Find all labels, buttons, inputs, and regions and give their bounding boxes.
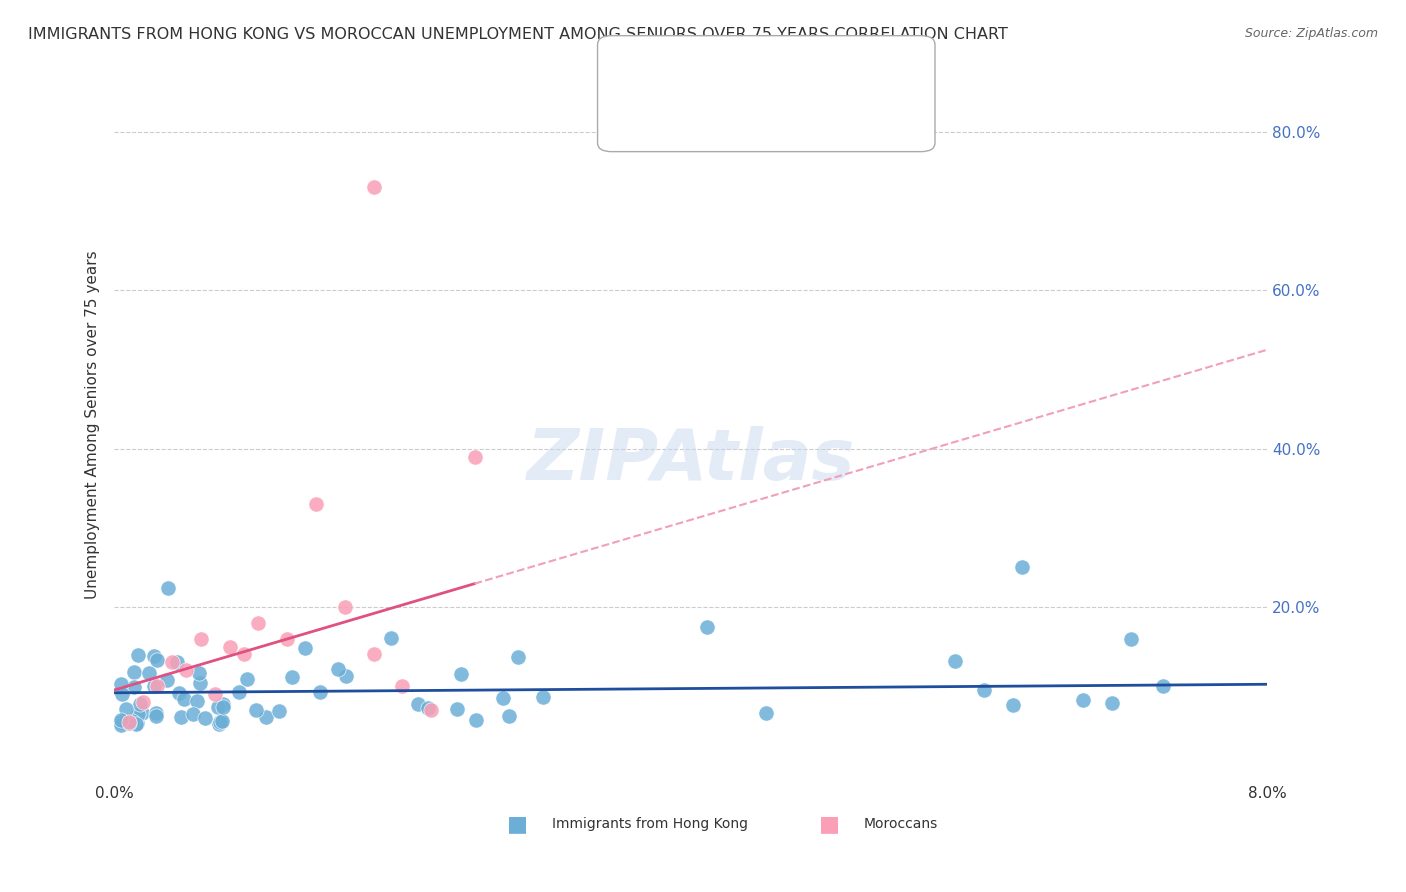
Point bbox=[254, 709, 277, 723]
Point bbox=[110, 714, 132, 729]
Point bbox=[380, 631, 402, 645]
Point bbox=[156, 673, 179, 687]
Point bbox=[169, 686, 191, 700]
Point bbox=[110, 718, 132, 732]
Point bbox=[1119, 632, 1142, 647]
Point bbox=[142, 649, 165, 664]
Point bbox=[111, 687, 134, 701]
Point bbox=[115, 702, 138, 716]
Text: ZIPAtlas: ZIPAtlas bbox=[526, 426, 855, 495]
Point bbox=[309, 685, 332, 699]
Point bbox=[247, 615, 270, 630]
Point bbox=[110, 713, 132, 727]
Point bbox=[146, 679, 169, 693]
Text: R = 0.070   N = 69: R = 0.070 N = 69 bbox=[644, 75, 775, 89]
Point bbox=[1011, 560, 1033, 574]
Point bbox=[157, 581, 180, 595]
Point bbox=[973, 683, 995, 698]
Point bbox=[209, 714, 232, 729]
Text: ■: ■ bbox=[818, 814, 839, 834]
Text: ■: ■ bbox=[508, 814, 529, 834]
Point bbox=[696, 619, 718, 633]
Point bbox=[138, 665, 160, 680]
Point bbox=[326, 662, 349, 676]
Text: IMMIGRANTS FROM HONG KONG VS MOROCCAN UNEMPLOYMENT AMONG SENIORS OVER 75 YEARS C: IMMIGRANTS FROM HONG KONG VS MOROCCAN UN… bbox=[28, 27, 1008, 42]
Point bbox=[186, 694, 208, 708]
Point bbox=[236, 672, 259, 686]
Point bbox=[406, 698, 429, 712]
Point bbox=[208, 717, 231, 731]
Point bbox=[1071, 692, 1094, 706]
Point bbox=[204, 687, 226, 701]
Point bbox=[146, 653, 169, 667]
Point bbox=[418, 701, 440, 715]
Point bbox=[280, 669, 302, 683]
Text: Immigrants from Hong Kong: Immigrants from Hong Kong bbox=[553, 817, 748, 831]
Point bbox=[132, 695, 155, 709]
Point bbox=[145, 709, 167, 723]
Y-axis label: Unemployment Among Seniors over 75 years: Unemployment Among Seniors over 75 years bbox=[86, 251, 100, 599]
Point bbox=[110, 677, 132, 691]
Point bbox=[174, 663, 197, 677]
Point bbox=[122, 680, 145, 694]
Point bbox=[420, 703, 443, 717]
Point bbox=[232, 648, 254, 662]
Point bbox=[508, 649, 530, 664]
Point bbox=[228, 685, 250, 699]
Point bbox=[125, 717, 148, 731]
Point bbox=[335, 668, 357, 682]
Point bbox=[117, 714, 139, 729]
Point bbox=[218, 640, 240, 654]
Point bbox=[245, 703, 267, 717]
Point bbox=[127, 706, 149, 721]
Point bbox=[131, 706, 153, 720]
Point bbox=[450, 666, 472, 681]
Point bbox=[127, 648, 149, 662]
Point bbox=[127, 716, 149, 731]
Point bbox=[1152, 679, 1174, 693]
Point bbox=[118, 716, 141, 731]
Point bbox=[464, 450, 486, 464]
Point bbox=[446, 702, 468, 716]
Point bbox=[128, 697, 150, 711]
Point bbox=[212, 697, 235, 711]
Point bbox=[188, 676, 211, 690]
Point bbox=[363, 180, 385, 194]
Point bbox=[181, 706, 204, 721]
Point bbox=[305, 497, 328, 511]
Point bbox=[122, 665, 145, 679]
Text: R = 0.449   N = 18: R = 0.449 N = 18 bbox=[644, 111, 775, 125]
Point bbox=[267, 704, 290, 718]
Point bbox=[170, 709, 193, 723]
Point bbox=[173, 691, 195, 706]
Point bbox=[464, 714, 486, 728]
Point bbox=[294, 640, 316, 655]
Point bbox=[143, 679, 166, 693]
Point bbox=[160, 656, 183, 670]
Point bbox=[1001, 698, 1024, 712]
Point bbox=[498, 709, 520, 723]
Point bbox=[211, 714, 233, 728]
Point bbox=[945, 655, 967, 669]
Point bbox=[212, 699, 235, 714]
Point bbox=[1101, 696, 1123, 710]
Point bbox=[145, 706, 167, 720]
Point bbox=[755, 706, 778, 720]
Point bbox=[531, 690, 554, 704]
Point bbox=[276, 632, 298, 646]
Text: Source: ZipAtlas.com: Source: ZipAtlas.com bbox=[1244, 27, 1378, 40]
Point bbox=[492, 690, 515, 705]
Text: Moroccans: Moroccans bbox=[863, 817, 938, 831]
Point bbox=[207, 699, 229, 714]
Point bbox=[187, 665, 209, 680]
Point bbox=[391, 679, 413, 693]
Point bbox=[166, 656, 188, 670]
Point bbox=[190, 632, 212, 646]
Point bbox=[194, 711, 217, 725]
Point bbox=[333, 599, 356, 614]
Point bbox=[363, 648, 385, 662]
Point bbox=[121, 714, 143, 729]
